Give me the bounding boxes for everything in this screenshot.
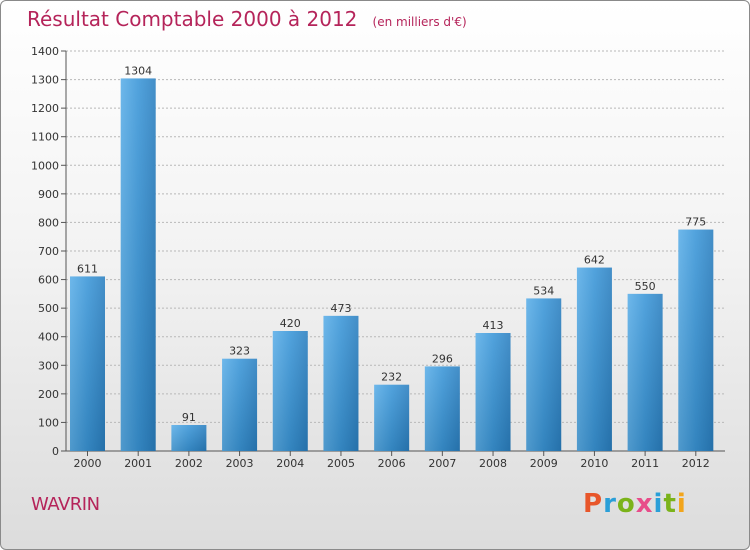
y-tick-label: 1200 (31, 102, 59, 115)
bar-shade (70, 276, 105, 451)
logo-letter: i (653, 489, 664, 519)
bar-shade (678, 229, 714, 451)
y-tick-label: 1400 (31, 45, 59, 58)
data-label: 1304 (124, 64, 152, 77)
data-label: 534 (533, 284, 554, 297)
data-label: 473 (330, 302, 351, 315)
bar-shade (627, 293, 663, 451)
x-tick-label: 2012 (682, 457, 710, 470)
bar-shade (374, 384, 410, 451)
x-tick-label: 2006 (378, 457, 406, 470)
logo-letter: P (583, 489, 604, 519)
bars (70, 78, 714, 451)
y-tick-label: 700 (38, 245, 59, 258)
x-tick-label: 2002 (175, 457, 203, 470)
bar-shade (222, 358, 258, 451)
bar-shade (526, 298, 562, 451)
y-tick-label: 1000 (31, 159, 59, 172)
title-row: Résultat Comptable 2000 à 2012 (en milli… (27, 7, 467, 31)
y-tick-label: 300 (38, 359, 59, 372)
labels: 0 100 200 300 400 500 600 700 800 900 1000 1100 1200… (31, 45, 710, 470)
y-tick-label: 600 (38, 274, 59, 287)
bar-shade (576, 267, 612, 451)
bar-shade (120, 78, 156, 451)
chart-title: Résultat Comptable 2000 à 2012 (27, 7, 358, 31)
logo-letter: i (676, 489, 687, 519)
y-tick-label: 1300 (31, 74, 59, 87)
y-tick-label: 900 (38, 188, 59, 201)
bar-shade (323, 315, 359, 451)
x-tick-label: 2011 (631, 457, 659, 470)
logo-letter: t (663, 489, 677, 519)
x-tick-label: 2000 (74, 457, 102, 470)
grid-lines (66, 50, 725, 423)
bar-shade (272, 331, 308, 451)
y-tick-label: 800 (38, 216, 59, 229)
proxiti-logo[interactable]: Proxiti (583, 489, 687, 519)
x-tick-label: 2001 (124, 457, 152, 470)
data-label: 642 (584, 254, 605, 267)
data-label: 91 (182, 411, 196, 424)
data-label: 232 (381, 371, 402, 384)
bar-shade (424, 366, 460, 451)
data-label: 323 (229, 345, 250, 358)
bar-shade (475, 333, 511, 451)
x-tick-label: 2003 (226, 457, 254, 470)
y-tick-label: 1100 (31, 131, 59, 144)
y-tick-label: 200 (38, 388, 59, 401)
y-tick-label: 0 (52, 445, 59, 458)
x-tick-label: 2010 (580, 457, 608, 470)
bar-shade (171, 425, 207, 451)
commune-name: WAVRIN (31, 494, 100, 515)
x-tick-label: 2008 (479, 457, 507, 470)
data-label: 611 (77, 262, 98, 275)
y-tick-label: 100 (38, 416, 59, 429)
data-label: 413 (483, 319, 504, 332)
y-tick-label: 500 (38, 302, 59, 315)
data-label: 296 (432, 352, 453, 365)
data-label: 550 (635, 280, 656, 293)
data-label: 420 (280, 317, 301, 330)
x-tick-label: 2004 (276, 457, 304, 470)
logo-letter: o (616, 489, 636, 519)
data-label: 775 (685, 216, 706, 229)
x-tick-label: 2007 (428, 457, 456, 470)
x-tick-label: 2009 (530, 457, 558, 470)
x-tick-label: 2005 (327, 457, 355, 470)
chart-unit-label: (en milliers d'€) (372, 15, 467, 29)
logo-letter: r (603, 489, 617, 519)
logo-letter: x (635, 489, 654, 519)
y-tick-label: 400 (38, 331, 59, 344)
